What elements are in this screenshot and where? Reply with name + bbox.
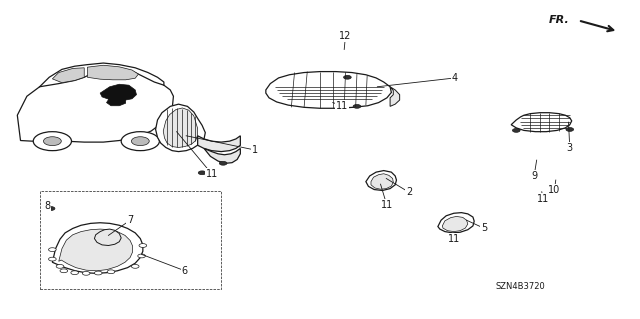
Text: 11: 11 — [336, 101, 348, 111]
Circle shape — [220, 161, 227, 165]
Circle shape — [121, 132, 159, 151]
Text: 6: 6 — [182, 266, 188, 276]
Circle shape — [83, 271, 90, 275]
Polygon shape — [52, 68, 84, 83]
Circle shape — [49, 257, 56, 261]
Polygon shape — [198, 136, 241, 152]
Text: 11: 11 — [448, 234, 460, 243]
Circle shape — [60, 269, 68, 273]
Polygon shape — [100, 84, 136, 101]
Circle shape — [131, 264, 139, 268]
Text: SZN4B3720: SZN4B3720 — [495, 282, 545, 291]
Text: 3: 3 — [567, 144, 573, 153]
Polygon shape — [442, 216, 468, 232]
Text: 5: 5 — [481, 223, 488, 234]
Text: 8: 8 — [44, 201, 51, 211]
Circle shape — [95, 271, 102, 275]
Bar — [40, 191, 221, 289]
Text: 10: 10 — [548, 184, 561, 195]
Text: 2: 2 — [406, 187, 412, 197]
Text: 11: 11 — [537, 194, 549, 204]
Polygon shape — [204, 148, 241, 163]
Circle shape — [138, 254, 145, 258]
Circle shape — [56, 264, 64, 268]
Polygon shape — [511, 113, 572, 132]
Circle shape — [131, 137, 149, 145]
Text: FR.: FR. — [549, 15, 570, 26]
Text: 9: 9 — [531, 171, 537, 181]
Circle shape — [513, 129, 520, 132]
Polygon shape — [156, 104, 205, 152]
Circle shape — [71, 271, 79, 275]
Circle shape — [107, 270, 115, 274]
Polygon shape — [390, 87, 399, 106]
Circle shape — [47, 207, 55, 211]
Text: 7: 7 — [127, 215, 133, 225]
Circle shape — [44, 137, 61, 145]
Polygon shape — [438, 213, 474, 233]
Polygon shape — [59, 229, 132, 271]
Text: 11: 11 — [381, 200, 393, 210]
Polygon shape — [266, 71, 392, 108]
Circle shape — [139, 244, 147, 248]
Polygon shape — [17, 68, 173, 142]
Circle shape — [198, 171, 206, 175]
Text: 4: 4 — [452, 73, 458, 83]
Circle shape — [566, 128, 573, 131]
Polygon shape — [88, 65, 138, 80]
Polygon shape — [95, 229, 121, 246]
Text: 11: 11 — [205, 169, 218, 179]
Text: 12: 12 — [339, 31, 351, 41]
Polygon shape — [106, 96, 125, 106]
Polygon shape — [366, 171, 396, 190]
Circle shape — [353, 105, 361, 108]
Circle shape — [49, 248, 56, 251]
Circle shape — [344, 75, 351, 79]
Text: 1: 1 — [252, 145, 258, 155]
Circle shape — [33, 132, 72, 151]
Polygon shape — [52, 223, 143, 273]
Polygon shape — [163, 108, 198, 147]
Polygon shape — [371, 174, 394, 189]
